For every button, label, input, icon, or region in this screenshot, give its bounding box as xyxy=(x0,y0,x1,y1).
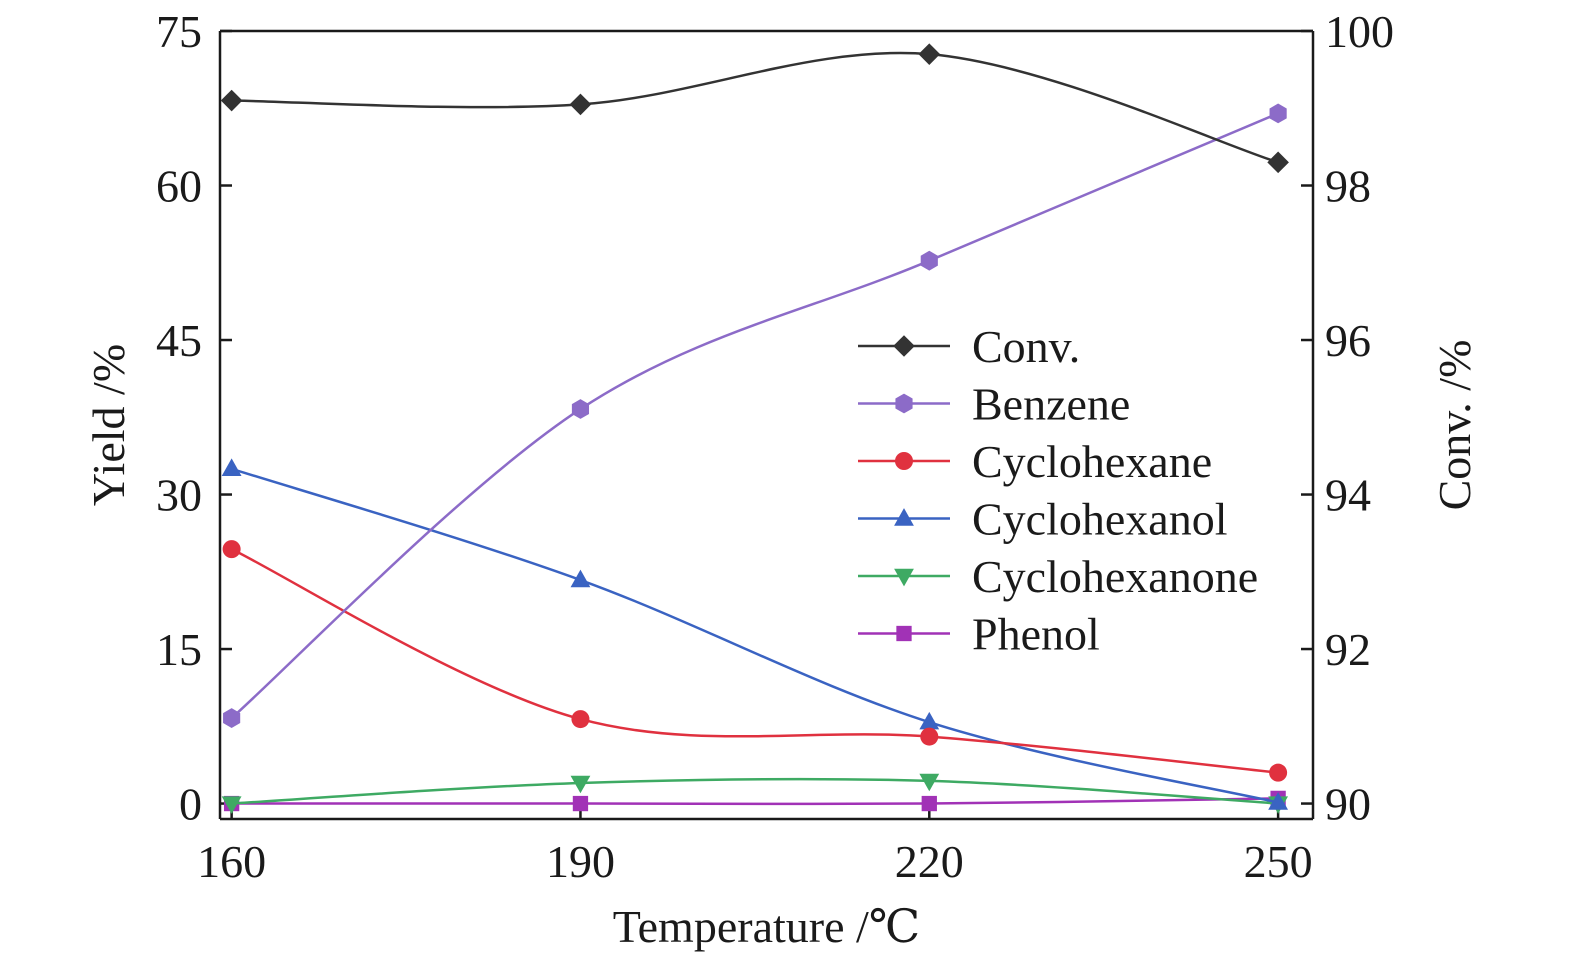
x-tick-label: 250 xyxy=(1244,836,1313,887)
legend-item-cyclohexanol: Cyclohexanol xyxy=(858,494,1228,545)
legend-label: Benzene xyxy=(972,379,1130,430)
data-point-cyclohexanone xyxy=(570,775,591,794)
y-axis-left-title: Yield /% xyxy=(83,344,134,506)
data-point-cyclohexanone xyxy=(221,796,242,814)
legend-marker xyxy=(895,393,913,414)
series-cyclohexanone xyxy=(221,773,1289,814)
series-line-benzene xyxy=(230,112,1279,719)
series-line-phenol xyxy=(231,797,1279,806)
legend-item-benzene: Benzene xyxy=(858,379,1130,430)
data-point-benzene xyxy=(223,708,241,728)
legend-label: Cyclohexanone xyxy=(972,551,1258,602)
y-left-tick-label: 30 xyxy=(156,470,202,521)
data-point-cyclohexanol xyxy=(570,569,591,588)
data-point-cyclohexanone xyxy=(919,773,940,792)
data-point-cyclohexane xyxy=(1269,763,1288,782)
y-right-tick-label: 100 xyxy=(1325,6,1394,57)
axes: 160 190 220 250 0 15 30 45 60 75 90 92 94 96 98 100 xyxy=(156,6,1394,887)
legend-item-cyclohexanone: Cyclohexanone xyxy=(858,551,1258,602)
legend: Conv. Benzene Cyclohexane Cyclohexanol Cyclo… xyxy=(858,321,1258,660)
series-line-cyclohexane xyxy=(231,547,1279,774)
x-tick-label: 160 xyxy=(197,836,266,887)
series-benzene xyxy=(223,103,1287,728)
data-point-cyclohexane xyxy=(920,727,939,746)
data-point-phenol xyxy=(921,795,937,812)
y-right-tick-label: 90 xyxy=(1325,779,1371,830)
data-point-cyclohexane xyxy=(222,540,241,559)
series-cyclohexane xyxy=(222,540,1288,782)
series-line-conv xyxy=(231,51,1279,164)
y-left-tick-label: 75 xyxy=(156,6,202,57)
series-conv xyxy=(220,43,1289,174)
legend-marker xyxy=(893,335,915,357)
legend-item-phenol: Phenol xyxy=(858,609,1100,660)
series-cyclohexanol xyxy=(221,458,1289,810)
data-point-conv xyxy=(918,43,941,65)
data-point-cyclohexane xyxy=(571,710,590,729)
y-right-tick-label: 94 xyxy=(1325,470,1371,521)
data-point-cyclohexanol xyxy=(221,458,242,476)
data-point-benzene xyxy=(920,250,938,271)
y-left-tick-label: 0 xyxy=(179,779,202,830)
legend-marker xyxy=(896,625,912,642)
x-tick-label: 190 xyxy=(546,836,615,887)
y-right-tick-label: 98 xyxy=(1325,161,1371,212)
data-point-cyclohexanol xyxy=(1268,792,1289,810)
legend-label: Phenol xyxy=(972,609,1100,660)
series-layer xyxy=(220,43,1289,814)
data-point-conv xyxy=(220,89,243,112)
y-right-tick-label: 92 xyxy=(1325,624,1371,675)
data-point-conv xyxy=(1267,151,1289,174)
x-axis-title: Temperature /℃ xyxy=(613,901,921,952)
legend-label: Cyclohexane xyxy=(972,436,1212,487)
legend-label: Cyclohexanol xyxy=(972,494,1228,545)
y-left-tick-label: 60 xyxy=(156,161,202,212)
data-point-benzene xyxy=(571,399,590,419)
legend-item-cyclohexane: Cyclohexane xyxy=(858,436,1212,487)
data-point-cyclohexanol xyxy=(919,711,940,730)
y-left-tick-label: 15 xyxy=(156,624,202,675)
legend-marker xyxy=(895,452,913,470)
y-axis-right-title: Conv. /% xyxy=(1429,340,1480,511)
data-point-conv xyxy=(569,93,592,116)
legend-marker xyxy=(894,568,914,587)
legend-marker xyxy=(894,508,914,526)
series-line-cyclohexanone xyxy=(231,777,1279,805)
y-right-tick-label: 96 xyxy=(1325,315,1371,366)
data-point-phenol xyxy=(572,795,589,812)
series-line-cyclohexanol xyxy=(231,467,1279,804)
y-left-tick-label: 45 xyxy=(156,315,202,366)
legend-label: Conv. xyxy=(972,321,1080,372)
legend-item-conv: Conv. xyxy=(858,321,1080,372)
data-point-benzene xyxy=(1269,103,1287,124)
x-tick-label: 220 xyxy=(895,836,964,887)
